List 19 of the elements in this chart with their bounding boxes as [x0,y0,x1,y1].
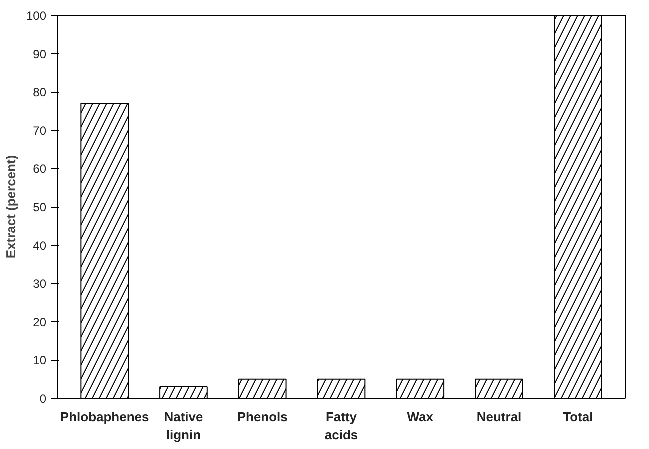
y-tick-label: 70 [33,124,47,138]
y-tick-label: 60 [33,162,47,176]
y-tick-label: 30 [33,277,47,292]
y-axis-title: Extract (percent) [3,155,18,259]
y-tick-label: 50 [33,200,47,214]
x-tick-label: Phenols [237,410,288,424]
x-tick-label: Wax [407,410,434,424]
y-tick-label: 100 [26,9,47,23]
y-tick-label: 90 [33,47,47,62]
y-tick-label: 0 [40,392,47,406]
x-tick-label: Phlobaphenes [60,410,150,424]
x-tick-label: Neutral [476,410,522,424]
x-tick-label: Fatty acids [324,410,358,442]
y-tick-label: 80 [33,86,47,100]
y-tick-label: 40 [33,238,47,253]
y-tick-label: 20 [33,315,47,330]
y-tick-label: 10 [33,354,47,368]
x-tick-label: Native lignin [164,410,204,442]
x-tick-label: Total [563,410,594,424]
